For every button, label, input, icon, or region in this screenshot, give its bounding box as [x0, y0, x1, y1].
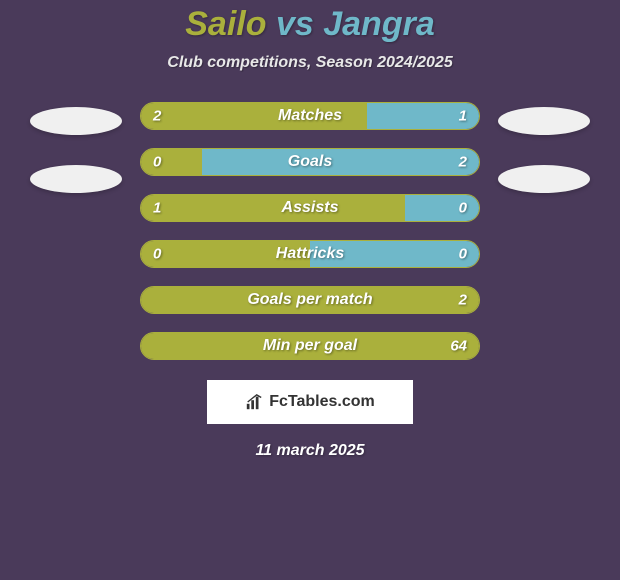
- player1-team-avatar: [30, 165, 122, 193]
- date-label: 11 march 2025: [255, 442, 364, 460]
- stat-value-left: 1: [153, 200, 161, 217]
- stat-value-right: 0: [459, 200, 467, 217]
- stat-bar-label: Hattricks: [276, 245, 344, 263]
- stat-bar: Hattricks 0 0: [140, 240, 480, 268]
- stat-value-right: 2: [459, 292, 467, 309]
- stat-bar-label: Goals per match: [247, 291, 372, 309]
- stat-bars: Matches21Goals02Assists10Hattricks00Goal…: [140, 102, 480, 360]
- stat-bar-left-fill: [141, 149, 202, 175]
- player2-team-avatar: [498, 165, 590, 193]
- stat-bar-label: Assists: [282, 199, 339, 217]
- comparison-infographic: Sailo vs Jangra Club competitions, Seaso…: [0, 0, 620, 580]
- player1-name: Sailo: [185, 5, 266, 43]
- stat-bar: Assists 1 0: [140, 194, 480, 222]
- player1-avatar: [30, 107, 122, 135]
- stat-bar: Goals 0 2: [140, 148, 480, 176]
- stat-value-right: 2: [459, 154, 467, 171]
- subtitle: Club competitions, Season 2024/2025: [167, 54, 452, 72]
- stat-bar: Matches 2 1: [140, 102, 480, 130]
- chart-icon: [245, 393, 263, 411]
- stat-bar-right-fill: [405, 195, 479, 221]
- stat-value-left: 0: [153, 154, 161, 171]
- stat-bar: Min per goal 64: [140, 332, 480, 360]
- player2-name: Jangra: [323, 5, 435, 43]
- stat-value-right: 1: [459, 108, 467, 125]
- stat-bar-label: Min per goal: [263, 337, 357, 355]
- player2-avatar: [498, 107, 590, 135]
- stat-bar-label: Matches: [278, 107, 342, 125]
- stat-bar-left-fill: [141, 195, 405, 221]
- stat-value-left: 0: [153, 246, 161, 263]
- stat-value-right: 64: [450, 338, 467, 355]
- stat-bar-label: Goals: [288, 153, 332, 171]
- avatar-col-left: [30, 102, 122, 193]
- avatar-col-right: [498, 102, 590, 193]
- stat-bar: Goals per match 2: [140, 286, 480, 314]
- stat-value-left: 2: [153, 108, 161, 125]
- vs-text: vs: [276, 5, 314, 43]
- watermark-text: FcTables.com: [269, 393, 375, 411]
- stat-bar-right-fill: [202, 149, 479, 175]
- stat-value-right: 0: [459, 246, 467, 263]
- watermark: FcTables.com: [207, 380, 413, 424]
- page-title: Sailo vs Jangra: [185, 5, 434, 44]
- stats-area: Matches21Goals02Assists10Hattricks00Goal…: [0, 102, 620, 360]
